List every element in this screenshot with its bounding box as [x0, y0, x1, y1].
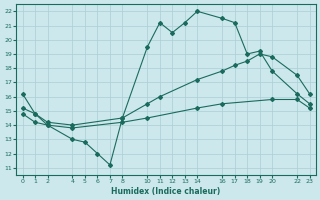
X-axis label: Humidex (Indice chaleur): Humidex (Indice chaleur)	[111, 187, 221, 196]
